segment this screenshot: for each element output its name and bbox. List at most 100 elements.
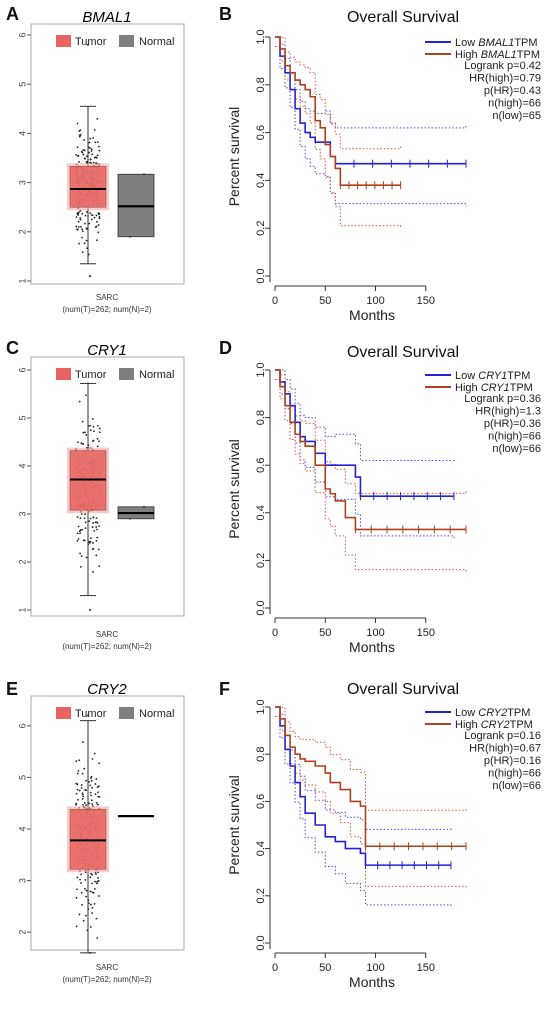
ci-lower bbox=[275, 379, 455, 539]
y-tick-label: 6 bbox=[17, 367, 27, 372]
data-point bbox=[85, 239, 88, 242]
data-point bbox=[76, 772, 79, 775]
data-point bbox=[92, 161, 95, 164]
data-point bbox=[95, 517, 98, 519]
data-point bbox=[96, 937, 99, 939]
data-point bbox=[98, 895, 100, 897]
data-point bbox=[85, 889, 88, 892]
data-point bbox=[77, 798, 79, 801]
data-point bbox=[82, 149, 85, 151]
legend-label-normal: Normal bbox=[139, 708, 174, 720]
ci-upper bbox=[275, 706, 467, 811]
data-point bbox=[78, 789, 81, 792]
x-tick-label: 0 bbox=[272, 295, 278, 307]
data-point bbox=[77, 770, 80, 772]
data-point bbox=[97, 548, 100, 551]
data-point bbox=[90, 148, 93, 151]
data-point bbox=[98, 525, 100, 527]
y-tick-label: 6 bbox=[17, 32, 27, 37]
data-point bbox=[97, 231, 100, 234]
data-point bbox=[96, 528, 98, 531]
y-tick-label: 0.2 bbox=[255, 553, 267, 568]
data-point bbox=[79, 218, 82, 221]
data-point bbox=[80, 784, 83, 786]
panel-label: D bbox=[219, 338, 232, 358]
legend-label-low: Low CRY1TPM bbox=[455, 370, 530, 382]
data-point bbox=[96, 786, 99, 789]
legend-box bbox=[393, 367, 543, 397]
data-point bbox=[76, 788, 79, 791]
y-tick-label: 0.6 bbox=[255, 125, 267, 140]
data-point bbox=[77, 220, 80, 223]
data-point bbox=[80, 873, 83, 876]
data-point bbox=[78, 130, 81, 132]
data-point bbox=[89, 784, 92, 787]
data-point bbox=[78, 913, 81, 916]
data-point bbox=[78, 242, 81, 245]
stat-line: Logrank p=0.36 bbox=[464, 393, 541, 405]
data-point bbox=[92, 137, 95, 139]
data-point bbox=[88, 520, 91, 523]
data-point bbox=[98, 212, 101, 215]
y-tick-label: 0.4 bbox=[255, 173, 267, 188]
data-point bbox=[95, 526, 98, 528]
data-point bbox=[97, 224, 100, 226]
legend-swatch-tumor bbox=[56, 35, 71, 47]
panel-label: C bbox=[6, 338, 19, 358]
y-tick-label: 2 bbox=[17, 930, 27, 935]
data-point bbox=[97, 880, 100, 882]
y-tick-label: 0.4 bbox=[255, 505, 267, 520]
high-curve bbox=[275, 706, 466, 848]
data-point bbox=[75, 216, 78, 218]
legend-gene: CRY2 bbox=[481, 719, 510, 731]
data-point bbox=[76, 213, 79, 216]
data-point bbox=[90, 214, 93, 216]
data-point bbox=[77, 525, 80, 528]
data-point bbox=[98, 785, 100, 788]
y-axis-label: Percent survival bbox=[226, 439, 242, 539]
km-panel-D: D Overall Survival 0.0 0.2 0.4 0.6 0.8 1.0 0 50 10… bbox=[219, 338, 543, 655]
km-title: Overall Survival bbox=[347, 681, 459, 698]
stat-line: Logrank p=0.16 bbox=[464, 730, 541, 742]
y-tick-label: 0.0 bbox=[255, 600, 267, 615]
legend-prefix: Low bbox=[455, 37, 478, 49]
legend-box bbox=[393, 704, 543, 734]
data-point bbox=[89, 161, 91, 164]
data-point bbox=[94, 141, 97, 144]
data-point bbox=[93, 752, 96, 755]
y-tick-label: 0.6 bbox=[255, 794, 267, 809]
data-point bbox=[76, 146, 79, 149]
data-point bbox=[91, 912, 94, 914]
ci-lower bbox=[275, 46, 467, 207]
data-point bbox=[78, 161, 80, 163]
y-tick-label: 5 bbox=[17, 775, 27, 780]
data-point bbox=[76, 539, 79, 542]
data-point bbox=[83, 767, 86, 770]
data-point bbox=[82, 153, 85, 156]
data-point bbox=[84, 521, 87, 524]
data-point bbox=[94, 880, 96, 883]
data-point bbox=[96, 154, 99, 157]
data-point bbox=[92, 440, 94, 443]
data-point bbox=[90, 218, 93, 221]
y-tick-label: 2 bbox=[17, 559, 27, 564]
data-point bbox=[96, 220, 98, 223]
legend-label-normal: Normal bbox=[139, 369, 174, 381]
data-point bbox=[78, 400, 81, 403]
data-point bbox=[82, 803, 84, 806]
data-point bbox=[89, 517, 92, 520]
data-point bbox=[84, 214, 87, 217]
box-title: CRY2 bbox=[87, 681, 127, 698]
data-point bbox=[81, 420, 84, 423]
legend-prefix: High bbox=[455, 719, 481, 731]
panel-label: E bbox=[6, 679, 18, 699]
y-tick-label: 0.8 bbox=[255, 410, 267, 425]
x-sublabel: (num(T)=262; num(N)=2) bbox=[62, 642, 152, 651]
data-point bbox=[76, 228, 79, 231]
data-point bbox=[96, 117, 99, 120]
data-point bbox=[88, 781, 90, 783]
data-point bbox=[80, 442, 83, 445]
data-point bbox=[88, 802, 90, 805]
x-tick-label: 0 bbox=[272, 627, 278, 639]
legend-swatch-normal bbox=[119, 35, 134, 47]
